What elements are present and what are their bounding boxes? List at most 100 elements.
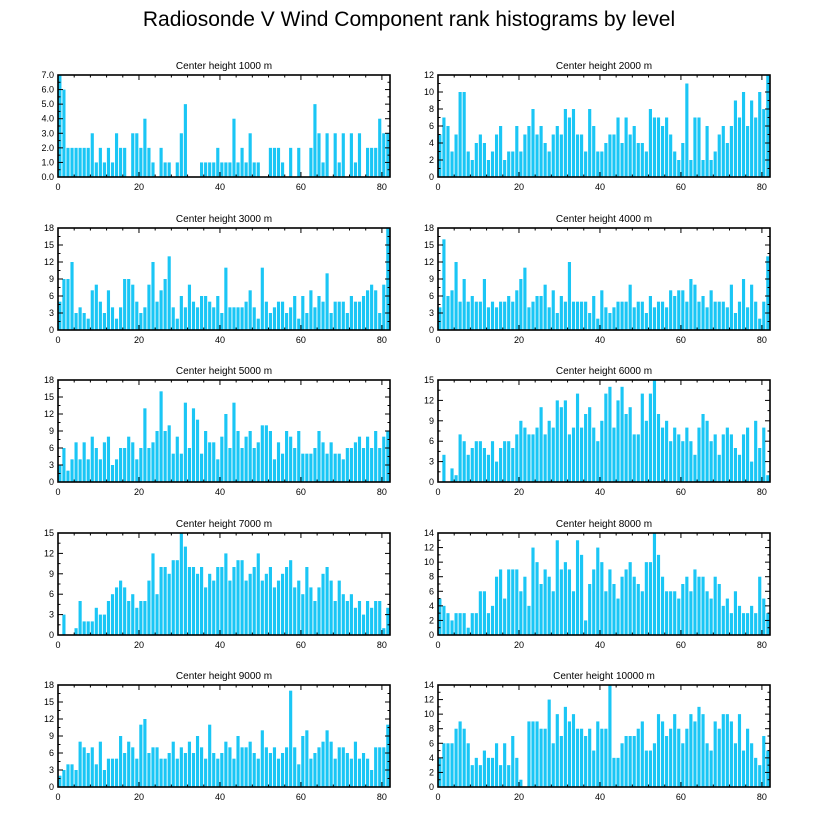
histogram-bar — [143, 601, 147, 635]
histogram-bar — [709, 750, 713, 787]
x-tick-label: 40 — [595, 640, 605, 650]
histogram-bar — [78, 459, 82, 482]
histogram-bar — [191, 408, 196, 482]
histogram-bar — [224, 267, 228, 330]
histogram-bar — [575, 301, 580, 330]
histogram-bar — [746, 613, 750, 635]
y-tick-label: 6 — [429, 586, 434, 596]
histogram-bar — [167, 573, 171, 635]
x-tick-label: 0 — [435, 487, 440, 497]
histogram-bar — [216, 758, 220, 787]
histogram-bar — [438, 134, 442, 177]
y-tick-label: 9 — [49, 274, 54, 284]
y-tick-label: 3 — [429, 457, 434, 467]
histogram-bar — [632, 307, 636, 330]
histogram-bar — [301, 736, 305, 787]
histogram-bar — [478, 301, 482, 330]
histogram-bar — [119, 307, 123, 330]
x-tick-label: 60 — [296, 335, 306, 345]
histogram-bar — [268, 313, 272, 330]
histogram-bar — [195, 419, 200, 482]
histogram-bar — [571, 714, 576, 787]
histogram-bar — [721, 301, 725, 330]
histogram-bar — [321, 741, 325, 787]
histogram-bar — [632, 736, 636, 787]
histogram-bar — [539, 126, 543, 177]
histogram-bar — [454, 475, 458, 482]
y-tick-label: 6 — [49, 443, 54, 453]
histogram-bar — [147, 147, 151, 177]
histogram-bar — [147, 284, 151, 330]
y-tick-label: 3 — [49, 308, 54, 318]
histogram-bar — [175, 436, 179, 482]
histogram-bar — [446, 613, 450, 635]
histogram-bar — [357, 436, 362, 482]
histogram-bar — [329, 442, 333, 482]
histogram-bar — [458, 301, 462, 330]
histogram-bar — [584, 301, 588, 330]
histogram-bar — [366, 758, 370, 787]
histogram-bar — [494, 461, 499, 482]
histogram-bar — [462, 279, 466, 330]
histogram-bar — [378, 313, 382, 330]
y-tick-label: 0 — [429, 172, 434, 182]
histogram-bar — [102, 770, 106, 787]
histogram-bar — [608, 386, 612, 482]
histogram-bar — [212, 162, 216, 177]
histogram-bar — [276, 442, 281, 482]
histogram-bar — [555, 313, 559, 330]
histogram-bar — [709, 160, 713, 177]
histogram-bar — [580, 728, 584, 787]
histogram-bar — [446, 126, 450, 177]
histogram-bar — [224, 553, 228, 635]
histogram-bar — [106, 147, 111, 177]
histogram-bar — [114, 133, 119, 177]
histogram-bar — [644, 420, 648, 482]
histogram-bar — [74, 442, 78, 482]
histogram-bar — [741, 613, 746, 635]
histogram-bar — [705, 420, 709, 482]
histogram-bar — [466, 454, 470, 482]
histogram-bar — [183, 753, 187, 787]
y-tick-label: 2 — [429, 767, 434, 777]
histogram-bar — [547, 699, 551, 787]
histogram-bar — [697, 301, 701, 330]
histogram-bar — [551, 591, 555, 635]
histogram-bar — [652, 743, 657, 787]
histogram-bar — [669, 728, 673, 787]
histogram-bar — [442, 743, 446, 787]
histogram-bar — [98, 614, 102, 635]
histogram-bar — [741, 92, 746, 177]
histogram-bar — [102, 442, 106, 482]
histogram-bar — [462, 728, 466, 787]
histogram-bar — [123, 147, 127, 177]
x-tick-label: 20 — [514, 487, 524, 497]
histogram-bar — [754, 301, 758, 330]
y-tick-label: 4 — [429, 138, 434, 148]
histogram-bar — [482, 279, 486, 330]
histogram-bar — [293, 296, 297, 330]
histogram-bar — [600, 420, 604, 482]
histogram-bar — [750, 284, 754, 330]
histogram-bar — [163, 162, 167, 177]
histogram-bar — [175, 560, 179, 635]
histogram-bar — [482, 448, 486, 482]
histogram-bar — [289, 560, 293, 635]
histogram-bar — [276, 580, 281, 635]
histogram-bar — [276, 758, 281, 787]
histogram-bar — [762, 736, 766, 787]
histogram-bar — [357, 601, 362, 635]
histogram-bar — [337, 301, 341, 330]
histogram-bar — [341, 301, 345, 330]
x-tick-label: 80 — [377, 792, 387, 802]
histogram-bar — [462, 613, 466, 635]
x-tick-label: 40 — [215, 640, 225, 650]
histogram-bar — [482, 591, 486, 635]
histogram-bar — [669, 290, 673, 330]
histogram-bar — [256, 758, 260, 787]
histogram-bar — [632, 126, 636, 177]
histogram-bar — [236, 736, 240, 787]
histogram-bar — [458, 434, 462, 482]
histogram-bar — [236, 431, 240, 482]
histogram-bar — [632, 576, 636, 635]
